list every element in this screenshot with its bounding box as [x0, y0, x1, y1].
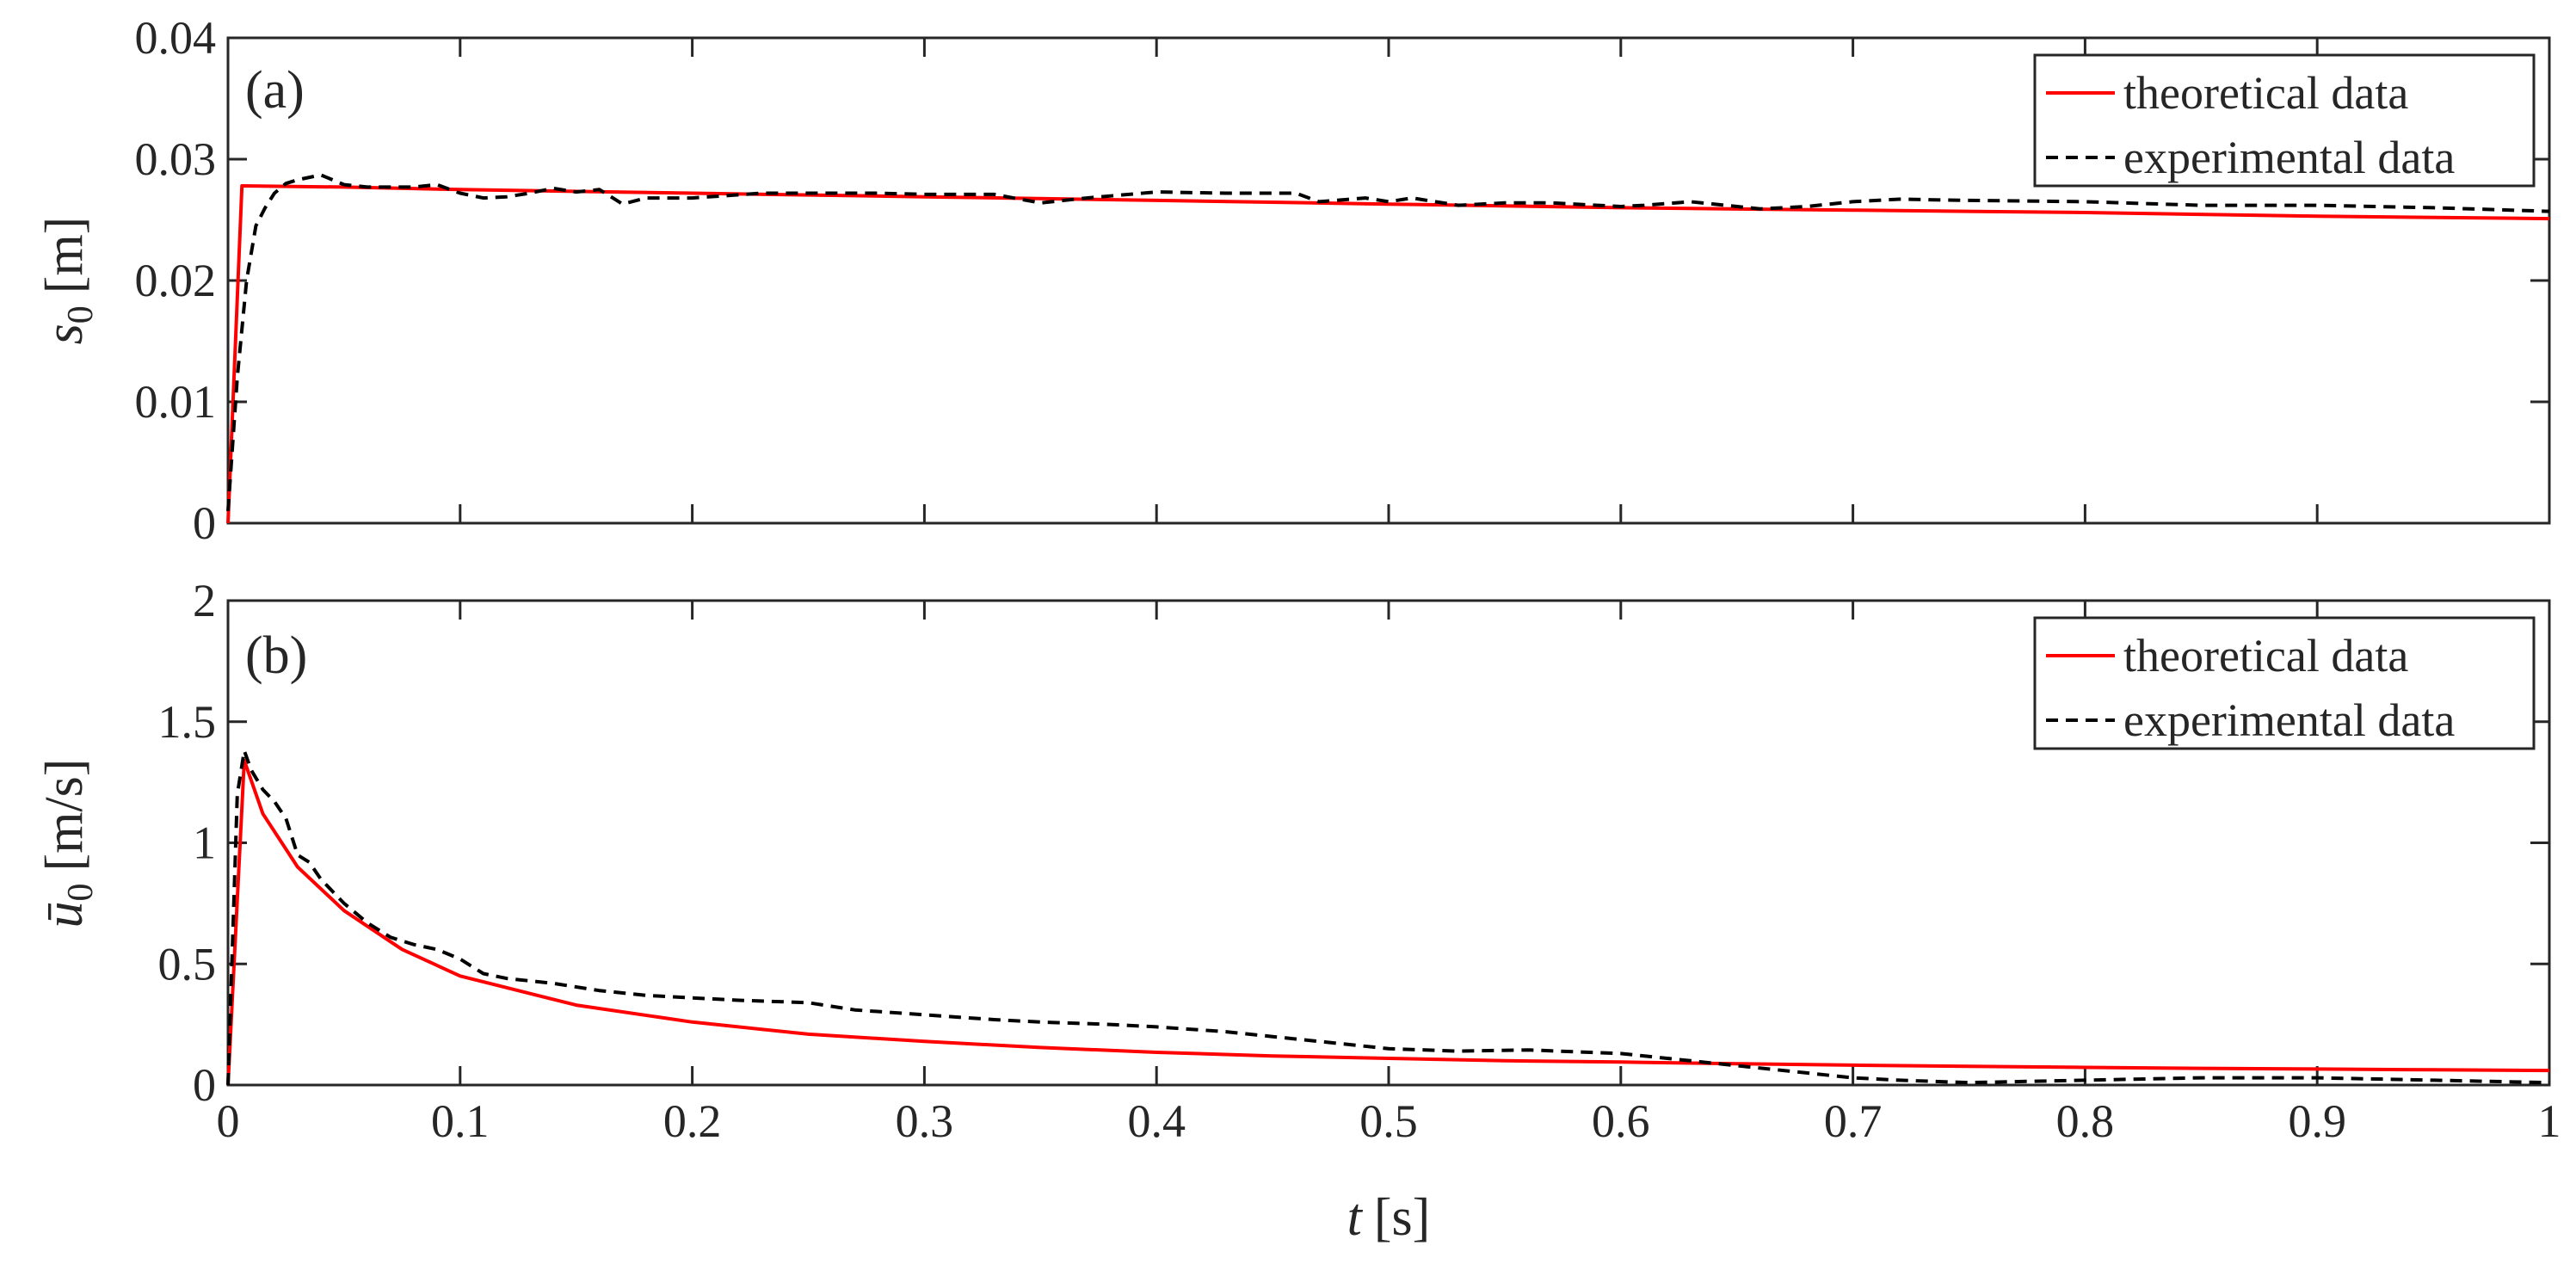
x-tick-label: 1 [2538, 1095, 2561, 1147]
y-tick-label: 2 [193, 575, 216, 626]
x-tick-label: 0.4 [1127, 1095, 1186, 1147]
y-axis-subscript: 0 [61, 305, 101, 324]
y-tick-label: 0.03 [135, 133, 217, 185]
x-tick-label: 0.8 [2056, 1095, 2115, 1147]
y-tick-label: 1 [193, 817, 216, 869]
theoretical-data-line [226, 758, 2550, 1086]
panel-b: 0 0.5 1 1.5 2 0 0.1 0.2 0.3 0.4 0.5 0.6 0.7 0.8 0.9 1 (… [35, 575, 2561, 1247]
y-axis-symbol: ū [35, 901, 94, 928]
y-axis-unit: [m/s] [35, 759, 94, 872]
y-axis-label: s0 [m] [35, 217, 101, 345]
legend: theoretical data experimental data [2033, 53, 2536, 188]
y-tick-label: 0 [193, 497, 216, 549]
x-tick-label: 0.5 [1359, 1095, 1418, 1147]
legend-label-theoretical: theoretical data [2123, 630, 2408, 681]
y-axis-symbol: s [35, 324, 94, 344]
legend-label-experimental: experimental data [2123, 694, 2455, 746]
experimental-data-line [226, 173, 2550, 512]
legend-label-theoretical: theoretical data [2123, 67, 2408, 119]
x-tick-label: 0 [217, 1095, 240, 1147]
y-tick-label: 0.04 [135, 12, 217, 64]
legend-label-experimental: experimental data [2123, 132, 2455, 183]
ticks: 0 0.01 0.02 0.03 0.04 [135, 12, 2551, 549]
legend-box [2033, 53, 2536, 188]
x-axis-unit: [s] [1374, 1188, 1430, 1247]
x-axis-symbol: t [1347, 1188, 1364, 1247]
theoretical-data-line [226, 184, 2550, 524]
x-tick-label: 0.9 [2288, 1095, 2346, 1147]
y-axis-label: ū0 [m/s] [35, 759, 101, 928]
series [226, 173, 2550, 524]
x-tick-label: 0.2 [663, 1095, 722, 1147]
y-tick-label: 0.5 [158, 938, 217, 990]
x-axis-label: t [s] [1347, 1188, 1431, 1247]
x-tick-label: 0.3 [896, 1095, 954, 1147]
y-axis-subscript: 0 [61, 883, 101, 901]
y-tick-label: 0.02 [135, 255, 217, 306]
legend: theoretical data experimental data [2033, 616, 2536, 750]
x-tick-label: 0.6 [1592, 1095, 1650, 1147]
x-tick-label: 0.1 [431, 1095, 490, 1147]
y-tick-label: 1.5 [158, 696, 217, 748]
legend-box [2033, 616, 2536, 750]
panel-label: (a) [245, 61, 305, 120]
series [226, 749, 2550, 1086]
panel-label: (b) [245, 626, 307, 685]
y-axis-unit: [m] [35, 217, 94, 294]
panel-a: 00.010.020.030.04 (a) s0[m] theoretical … [35, 12, 2551, 549]
x-tick-label: 0.7 [1824, 1095, 1883, 1147]
ticks: 0 0.5 1 1.5 2 0 0.1 0.2 0.3 0.4 0.5 0.6 0.7 0.8 0.9 1 [158, 575, 2561, 1147]
experimental-data-line [226, 749, 2550, 1086]
y-tick-label: 0 [193, 1059, 216, 1111]
y-tick-label: 0.01 [135, 376, 217, 428]
